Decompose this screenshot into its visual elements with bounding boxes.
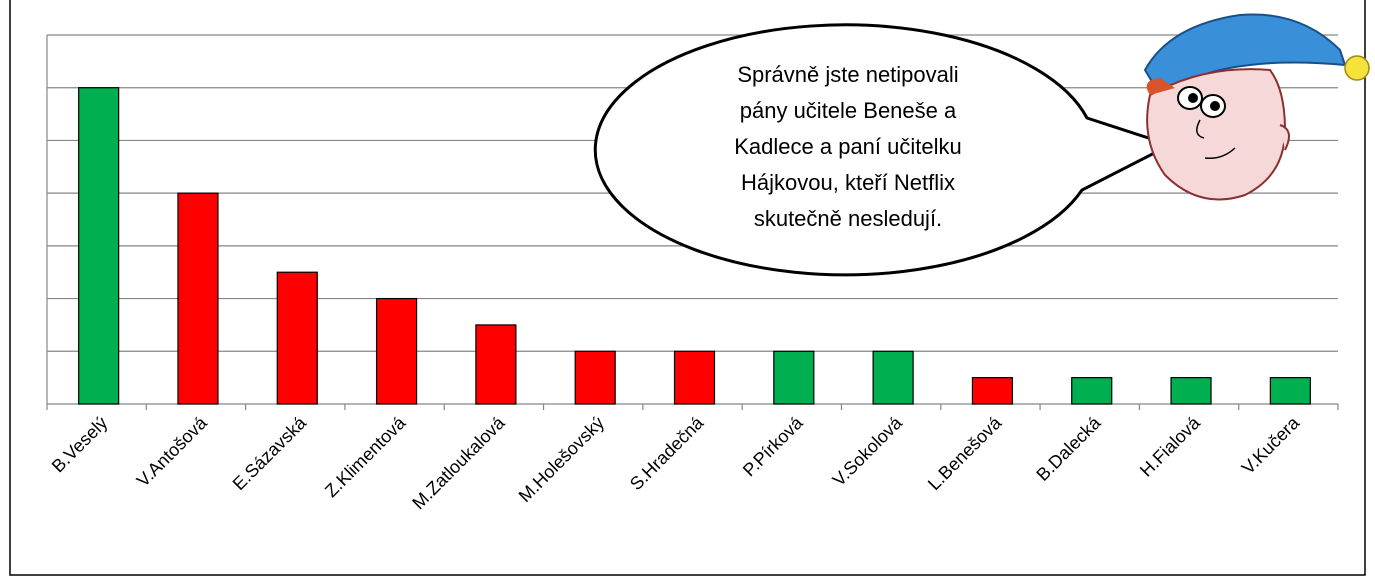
character: [1143, 13, 1370, 201]
bubble-text: pány učitele Beneše a: [740, 98, 957, 123]
bar: [773, 350, 815, 405]
speech-bubble: Správně jste netipovali pány učitele Bene…: [593, 23, 1174, 277]
bubble-text: Správně jste netipovali: [737, 62, 958, 87]
bar: [177, 192, 219, 405]
bar: [1071, 377, 1113, 405]
bar: [375, 297, 418, 405]
bubble-shape: [593, 23, 1174, 277]
bar: [574, 350, 616, 405]
ear: [1279, 124, 1290, 151]
mouth: [1204, 147, 1236, 160]
bar: [78, 87, 120, 405]
nose: [1196, 119, 1205, 139]
pupil: [1188, 93, 1198, 103]
bar: [1269, 377, 1311, 405]
bar: [1170, 377, 1212, 405]
bubble-text: Hájkovou, kteří Netflix: [741, 170, 955, 195]
bar: [673, 350, 716, 405]
pompom: [1344, 55, 1370, 81]
bar: [475, 324, 517, 405]
bar: [872, 350, 914, 405]
pupil: [1210, 101, 1220, 111]
bubble-text: skutečně nesledují.: [754, 206, 942, 231]
bar: [971, 377, 1014, 405]
bubble-text: Kadlece a paní učitelku: [734, 134, 962, 159]
bar: [276, 271, 318, 405]
hair: [1146, 78, 1175, 95]
